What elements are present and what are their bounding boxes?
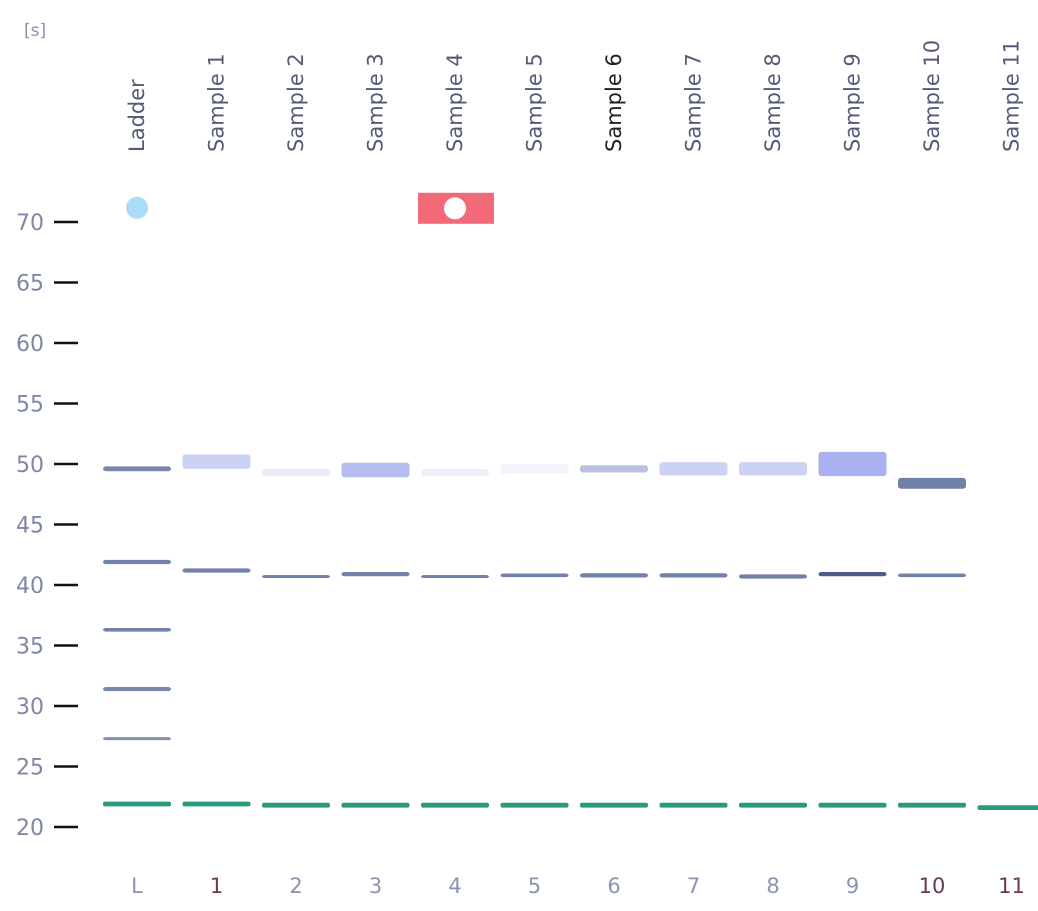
- lane-label: Sample 1: [205, 53, 229, 152]
- tick-label: 60: [16, 332, 44, 357]
- band: [182, 801, 251, 807]
- lane-label: Sample 7: [682, 53, 706, 152]
- tick-label: 65: [16, 272, 44, 297]
- band: [500, 464, 569, 474]
- band: [818, 802, 887, 808]
- tick-label: 50: [16, 453, 44, 478]
- lane-number: 8: [766, 874, 779, 898]
- lane-label: Sample 4: [443, 53, 467, 152]
- band: [580, 465, 648, 473]
- tick-label: 55: [16, 393, 44, 418]
- tick-label: 40: [16, 574, 44, 599]
- lane-number: 5: [528, 874, 541, 898]
- band: [103, 686, 171, 692]
- band: [103, 627, 171, 632]
- band: [103, 466, 171, 472]
- lane-numbers: L 1 2 3 4 5 6 7 8 9 10 11: [131, 874, 1025, 898]
- band: [341, 571, 410, 577]
- flag-marker-dot: [444, 197, 466, 220]
- tick-label: 70: [16, 211, 44, 236]
- band: [818, 571, 887, 577]
- band: [421, 468, 489, 477]
- band: [341, 462, 410, 478]
- band: [421, 802, 489, 808]
- band: [341, 802, 410, 808]
- band: [182, 568, 251, 573]
- lane-label: Sample 10: [920, 40, 944, 152]
- ladder-marker-dot: [126, 196, 148, 219]
- lane-number: L: [131, 874, 143, 898]
- tick-label: 25: [16, 756, 44, 781]
- y-axis: 70 65 60 55 50 45 40 35 30 25 20: [16, 211, 78, 841]
- lane-label: Sample 6: [602, 53, 626, 152]
- band: [898, 477, 966, 489]
- lane-number: 2: [289, 874, 302, 898]
- band: [103, 737, 171, 741]
- lane-label: Ladder: [125, 79, 149, 152]
- tick-label: 30: [16, 695, 44, 720]
- band: [103, 801, 171, 807]
- band: [659, 573, 728, 578]
- band: [739, 462, 807, 476]
- lane-label: Sample 9: [841, 53, 865, 152]
- band: [977, 805, 1038, 811]
- band: [262, 575, 330, 579]
- band: [182, 454, 251, 469]
- bands: [103, 451, 1038, 811]
- unit-label: [s]: [24, 21, 46, 41]
- band: [103, 559, 171, 565]
- lane-number: 1: [210, 874, 223, 898]
- tick-label: 35: [16, 635, 44, 660]
- markers: [126, 192, 494, 224]
- band: [659, 462, 728, 476]
- lane-number: 11: [998, 874, 1025, 898]
- band: [898, 802, 966, 808]
- band: [500, 802, 569, 808]
- band: [580, 573, 648, 578]
- tick-label: 45: [16, 514, 44, 539]
- band: [739, 574, 807, 579]
- lane-number: 9: [846, 874, 859, 898]
- band: [421, 575, 489, 579]
- lane-label: Sample 5: [523, 53, 547, 152]
- band: [659, 802, 728, 808]
- band: [500, 573, 569, 578]
- band: [580, 802, 648, 808]
- lane-label: Sample 3: [364, 53, 388, 152]
- lane-label: Sample 2: [284, 53, 308, 152]
- band: [262, 802, 330, 808]
- lane-number: 7: [687, 874, 700, 898]
- lane-number: 6: [607, 874, 620, 898]
- band: [818, 451, 887, 477]
- lane-label: Sample 8: [761, 53, 785, 152]
- band: [898, 573, 966, 578]
- lane-label: Sample 11: [1000, 40, 1024, 152]
- band: [262, 468, 330, 477]
- lane-number: 10: [919, 874, 946, 898]
- lane-labels: Ladder Sample 1 Sample 2 Sample 3 Sample 4 Sa…: [125, 40, 1024, 152]
- lane-number: 3: [369, 874, 382, 898]
- lane-number: 4: [448, 874, 461, 898]
- band: [739, 802, 807, 808]
- tick-label: 20: [16, 816, 44, 841]
